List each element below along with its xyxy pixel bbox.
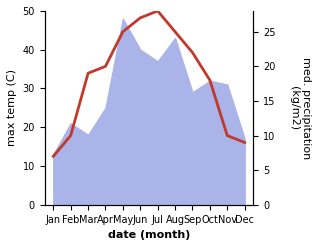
Y-axis label: max temp (C): max temp (C) bbox=[7, 69, 17, 146]
Y-axis label: med. precipitation
(kg/m2): med. precipitation (kg/m2) bbox=[289, 57, 311, 159]
X-axis label: date (month): date (month) bbox=[108, 230, 190, 240]
